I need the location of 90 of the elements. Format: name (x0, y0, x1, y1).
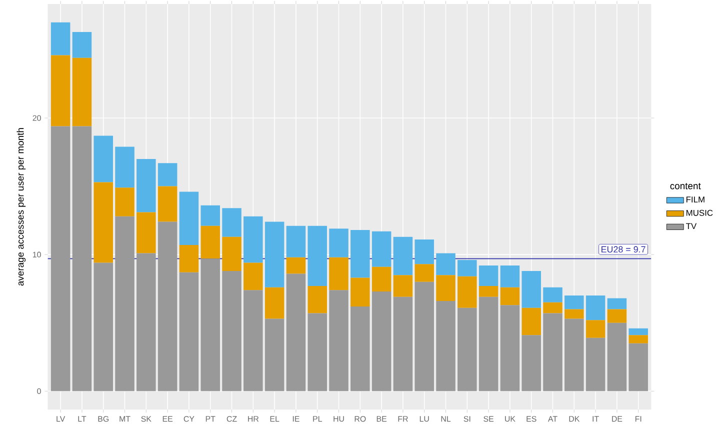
bar (586, 295, 606, 320)
bar (543, 302, 562, 314)
bar (607, 309, 627, 323)
bar (222, 208, 242, 237)
bar (628, 334, 648, 344)
bar (136, 253, 156, 391)
bar (564, 318, 584, 391)
bar (264, 222, 284, 288)
bar (607, 298, 627, 310)
bar (244, 216, 263, 263)
bar (286, 226, 306, 258)
bar (50, 126, 70, 391)
bar (436, 300, 456, 391)
bar (158, 222, 178, 391)
bar (136, 158, 156, 212)
bar (244, 290, 263, 391)
bar (179, 192, 199, 245)
bar (393, 236, 413, 275)
bar (586, 320, 606, 338)
bar (72, 58, 92, 126)
bar (478, 265, 498, 286)
bar (94, 182, 113, 263)
bar (115, 187, 134, 216)
bar (500, 304, 520, 391)
bar (458, 276, 477, 308)
bar (500, 265, 520, 288)
bar (564, 295, 584, 310)
bar (308, 226, 327, 286)
bar (372, 231, 392, 267)
bar (158, 186, 178, 222)
bar (458, 260, 477, 276)
bar (50, 55, 70, 126)
bar (350, 278, 370, 306)
bar (264, 287, 284, 319)
bar (308, 286, 327, 314)
bar (115, 216, 134, 391)
bar (414, 239, 434, 264)
bar (72, 32, 92, 58)
bar (393, 296, 413, 391)
bar (414, 282, 434, 391)
bar (329, 257, 348, 290)
bar (329, 290, 348, 391)
bar (179, 272, 199, 391)
bar (264, 318, 284, 391)
bar (522, 270, 541, 308)
bar (436, 253, 456, 275)
bar (628, 328, 648, 335)
bar (200, 258, 220, 391)
bar (543, 287, 562, 302)
bar (436, 274, 456, 301)
bar (308, 313, 327, 391)
bar (500, 287, 520, 305)
bar (286, 274, 306, 391)
bar (222, 236, 242, 271)
bar (72, 126, 92, 391)
bar (522, 334, 541, 391)
bar (372, 266, 392, 292)
bar (414, 264, 434, 282)
bar (94, 262, 113, 391)
bar (478, 286, 498, 297)
bar (628, 343, 648, 391)
bar (158, 162, 178, 186)
bar (543, 313, 562, 391)
bar (179, 244, 199, 272)
bar (607, 322, 627, 391)
bar (329, 228, 348, 258)
bar (478, 296, 498, 391)
bar (372, 291, 392, 391)
legend-label: MUSIC (686, 210, 713, 216)
bar (564, 309, 584, 319)
legend-title: content (670, 182, 701, 190)
bar (586, 338, 606, 391)
bar (393, 274, 413, 297)
bar (458, 308, 477, 391)
legend-label: TV (686, 223, 697, 229)
bar (222, 270, 242, 391)
bar (200, 226, 220, 258)
bar (50, 22, 70, 55)
y-axis-title: average accesses per user per month (16, 128, 26, 286)
bar (350, 230, 370, 278)
bar (350, 306, 370, 391)
bar (286, 257, 306, 274)
bar (94, 136, 113, 182)
bar (136, 212, 156, 254)
bar (244, 262, 263, 290)
legend-label: FILM (686, 196, 704, 202)
bar (200, 205, 220, 226)
bar (115, 146, 134, 188)
ref-line-label: EU28 = 9.7 (602, 246, 646, 252)
bar (522, 308, 541, 335)
